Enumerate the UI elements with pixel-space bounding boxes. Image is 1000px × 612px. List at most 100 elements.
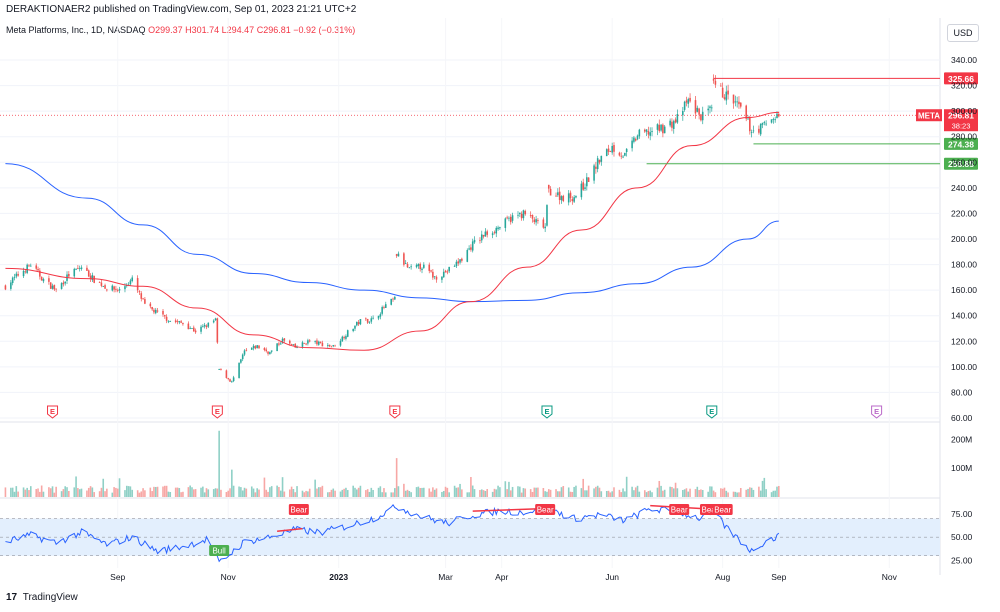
candle-body — [156, 310, 159, 312]
candle-body — [700, 114, 702, 121]
candle-body — [571, 199, 574, 202]
volume-bar — [162, 486, 164, 497]
candle-body — [461, 258, 463, 261]
volume-bar — [138, 492, 141, 497]
volume-bar — [520, 492, 523, 497]
candle-body — [470, 247, 472, 250]
candle-body — [455, 261, 458, 267]
volume-bar — [486, 489, 489, 497]
volume-bar — [689, 488, 691, 497]
volume-bar — [484, 490, 487, 497]
volume-bar — [278, 486, 280, 497]
candle-body — [421, 268, 423, 270]
volume-bar — [651, 492, 653, 497]
tradingview-brand: TradingView — [22, 592, 78, 603]
volume-bar — [392, 492, 394, 497]
volume-bar — [383, 488, 385, 497]
rsi-divergence-line — [277, 527, 303, 533]
volume-bar — [40, 485, 43, 497]
candle-body — [232, 377, 235, 382]
candle-body — [303, 343, 306, 344]
volume-bar — [611, 491, 613, 497]
volume-bar — [763, 477, 766, 497]
candle-body — [618, 152, 621, 156]
volume-bar — [453, 485, 456, 497]
volume-bar — [546, 491, 548, 497]
candle-body — [118, 289, 121, 291]
candle-body — [544, 226, 546, 229]
candle-body — [660, 124, 662, 131]
candle-body — [167, 321, 170, 323]
price-level-tag — [944, 157, 978, 170]
volume-bar — [674, 482, 677, 497]
time-tick-label: Apr — [495, 572, 508, 582]
candle-body — [80, 267, 83, 270]
volume-bar — [519, 486, 521, 497]
candle-body — [542, 219, 545, 228]
volume-bar — [778, 485, 780, 497]
volume-bar — [379, 486, 382, 497]
currency-button[interactable]: USD — [947, 24, 979, 42]
candle-body — [339, 340, 342, 346]
candle-body — [29, 265, 32, 267]
volume-bar — [470, 476, 472, 497]
volume-bar — [506, 489, 508, 497]
volume-bar — [187, 487, 190, 497]
candle-body — [433, 276, 436, 278]
candle-body — [696, 107, 699, 112]
tradingview-footer[interactable]: 17 TradingView — [6, 592, 78, 603]
rsi-signal-label: Bear — [702, 506, 719, 515]
candle-body — [341, 336, 344, 342]
candle-body — [480, 234, 483, 241]
candle-body — [352, 328, 354, 331]
candle-body — [142, 298, 144, 300]
candle-body — [739, 102, 742, 107]
candle-body — [682, 111, 684, 116]
volume-bar — [508, 481, 510, 497]
volume-bar — [455, 487, 458, 497]
candle-body — [343, 337, 345, 339]
candle-body — [495, 227, 498, 234]
volume-bar — [118, 478, 121, 497]
open-value: O299.37 — [148, 25, 183, 35]
candle-body — [370, 318, 373, 322]
candle-body — [276, 343, 278, 352]
candle-body — [582, 182, 584, 190]
volume-bar — [49, 488, 52, 497]
volume-bar — [267, 491, 269, 497]
volume-bar — [397, 486, 400, 497]
volume-bar — [499, 487, 501, 497]
candle-body — [738, 101, 740, 105]
volume-bar — [35, 489, 38, 497]
candle-body — [238, 362, 240, 378]
candle-body — [491, 233, 494, 236]
candle-body — [77, 268, 79, 269]
volume-bar — [245, 488, 248, 497]
volume-bar — [428, 488, 431, 497]
volume-bar — [240, 487, 242, 497]
candle-body — [645, 129, 648, 132]
volume-bar — [421, 487, 423, 497]
volume-bar — [571, 491, 574, 497]
volume-bar — [586, 490, 588, 497]
volume-bar — [330, 489, 333, 497]
candle-body — [685, 100, 688, 103]
volume-bar — [417, 486, 420, 497]
candle-body — [189, 328, 191, 330]
price-tick-label: 100.00 — [951, 362, 977, 372]
candle-body — [346, 330, 349, 337]
volume-bar — [73, 487, 76, 497]
candle-body — [267, 351, 269, 354]
volume-bar — [694, 489, 697, 497]
volume-bar — [241, 490, 244, 497]
candle-body — [778, 113, 780, 117]
volume-bar — [774, 490, 776, 497]
candle-body — [634, 139, 637, 141]
candle-body — [357, 322, 360, 325]
volume-bar — [696, 486, 699, 497]
price-level-label: 274.38 — [948, 139, 974, 149]
volume-bar — [87, 487, 90, 497]
volume-bar — [129, 486, 132, 497]
volume-bar — [442, 491, 445, 497]
